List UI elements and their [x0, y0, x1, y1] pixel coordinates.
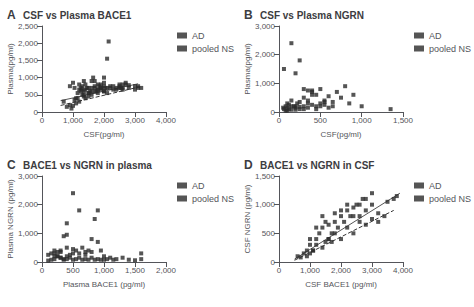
- svg-text:2,000: 2,000: [18, 200, 39, 209]
- svg-text:AD: AD: [429, 181, 442, 191]
- svg-text:500: 500: [66, 266, 80, 275]
- svg-text:0: 0: [34, 258, 39, 267]
- svg-text:0: 0: [277, 266, 282, 275]
- svg-text:CSF NGRN (pg/ml): CSF NGRN (pg/ml): [243, 184, 252, 253]
- svg-text:1,000: 1,000: [94, 266, 115, 275]
- svg-text:1,000: 1,000: [255, 79, 276, 88]
- svg-text:CSF BACE1 (pg/ml): CSF BACE1 (pg/ml): [305, 280, 377, 289]
- svg-text:2,000: 2,000: [18, 39, 39, 48]
- svg-text:2,000: 2,000: [94, 116, 115, 125]
- svg-text:500: 500: [25, 90, 39, 99]
- svg-text:2,000: 2,000: [331, 266, 352, 275]
- svg-text:AD: AD: [192, 31, 205, 41]
- svg-text:pooled NS: pooled NS: [429, 44, 471, 54]
- svg-text:D: D: [244, 158, 253, 172]
- svg-text:0: 0: [271, 108, 276, 117]
- svg-text:pooled NS: pooled NS: [192, 44, 234, 54]
- svg-text:2,000: 2,000: [156, 266, 177, 275]
- svg-text:1,500: 1,500: [255, 172, 276, 181]
- svg-text:1,500: 1,500: [393, 116, 414, 125]
- svg-text:2,500: 2,500: [18, 22, 39, 31]
- svg-text:1,000: 1,000: [18, 73, 39, 82]
- svg-text:0: 0: [40, 266, 45, 275]
- svg-text:Plasma(pg/ml): Plasma(pg/ml): [243, 43, 252, 95]
- svg-text:B: B: [244, 8, 253, 22]
- svg-text:Plasma BACE1 (pg/ml): Plasma BACE1 (pg/ml): [63, 280, 146, 289]
- svg-text:1,000: 1,000: [352, 116, 373, 125]
- svg-text:3,000: 3,000: [125, 116, 146, 125]
- svg-text:CSF(pg/ml): CSF(pg/ml): [321, 130, 362, 139]
- svg-text:500: 500: [314, 116, 328, 125]
- svg-text:1,500: 1,500: [18, 56, 39, 65]
- svg-text:3,000: 3,000: [18, 172, 39, 181]
- svg-text:Plasma(pg/ml): Plasma(pg/ml): [6, 43, 15, 95]
- svg-text:CSF vs Plasma BACE1: CSF vs Plasma BACE1: [23, 10, 132, 21]
- svg-text:CSF vs Plasma NGRN: CSF vs Plasma NGRN: [260, 10, 364, 21]
- svg-text:2,000: 2,000: [255, 50, 276, 59]
- svg-text:AD: AD: [429, 31, 442, 41]
- svg-text:0: 0: [40, 116, 45, 125]
- svg-text:1,500: 1,500: [125, 266, 146, 275]
- svg-text:1,000: 1,000: [255, 200, 276, 209]
- svg-text:4,000: 4,000: [393, 266, 414, 275]
- svg-text:0: 0: [277, 116, 282, 125]
- svg-text:1,000: 1,000: [300, 266, 321, 275]
- svg-text:0: 0: [34, 108, 39, 117]
- svg-text:BACE1 vs NGRN in CSF: BACE1 vs NGRN in CSF: [260, 160, 374, 171]
- svg-text:pooled NS: pooled NS: [192, 194, 234, 204]
- svg-text:3,000: 3,000: [255, 22, 276, 31]
- svg-text:A: A: [7, 8, 16, 22]
- svg-text:1,000: 1,000: [63, 116, 84, 125]
- svg-text:BACE1 vs NGRN in plasma: BACE1 vs NGRN in plasma: [23, 160, 152, 171]
- svg-text:Plasma NGRN (pg/ml): Plasma NGRN (pg/ml): [6, 179, 15, 259]
- svg-text:3,000: 3,000: [362, 266, 383, 275]
- svg-text:CSF(pg/ml): CSF(pg/ml): [84, 130, 125, 139]
- svg-text:pooled NS: pooled NS: [429, 194, 471, 204]
- svg-text:500: 500: [262, 229, 276, 238]
- svg-text:AD: AD: [192, 181, 205, 191]
- svg-text:0: 0: [271, 258, 276, 267]
- svg-text:C: C: [7, 158, 16, 172]
- svg-text:4,000: 4,000: [156, 116, 177, 125]
- svg-text:1,000: 1,000: [18, 229, 39, 238]
